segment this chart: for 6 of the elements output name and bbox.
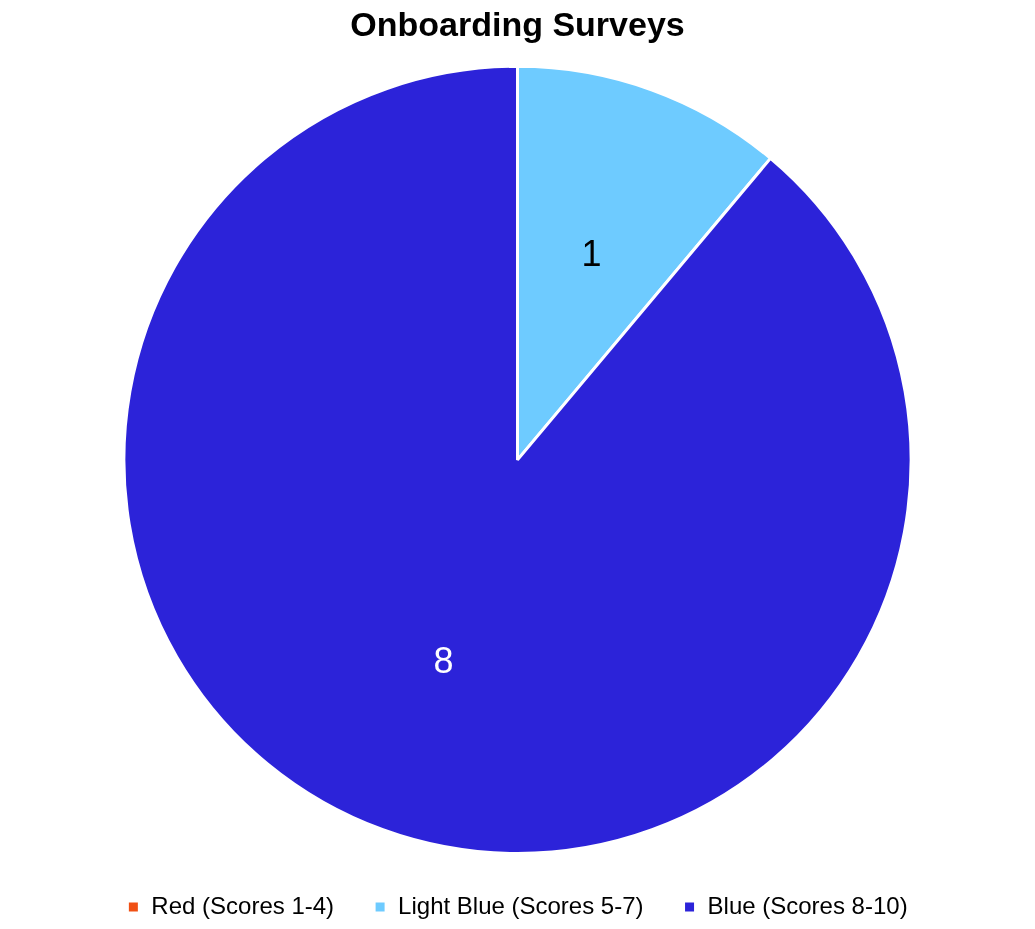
legend-label: Blue (Scores 8-10): [707, 891, 908, 919]
data-label: 1: [581, 233, 602, 275]
legend-label: Red (Scores 1-4): [151, 891, 335, 919]
legend-label: Light Blue (Scores 5-7): [398, 891, 644, 919]
data-label: 8: [433, 640, 454, 682]
chart-title: Onboarding Surveys: [350, 4, 685, 43]
